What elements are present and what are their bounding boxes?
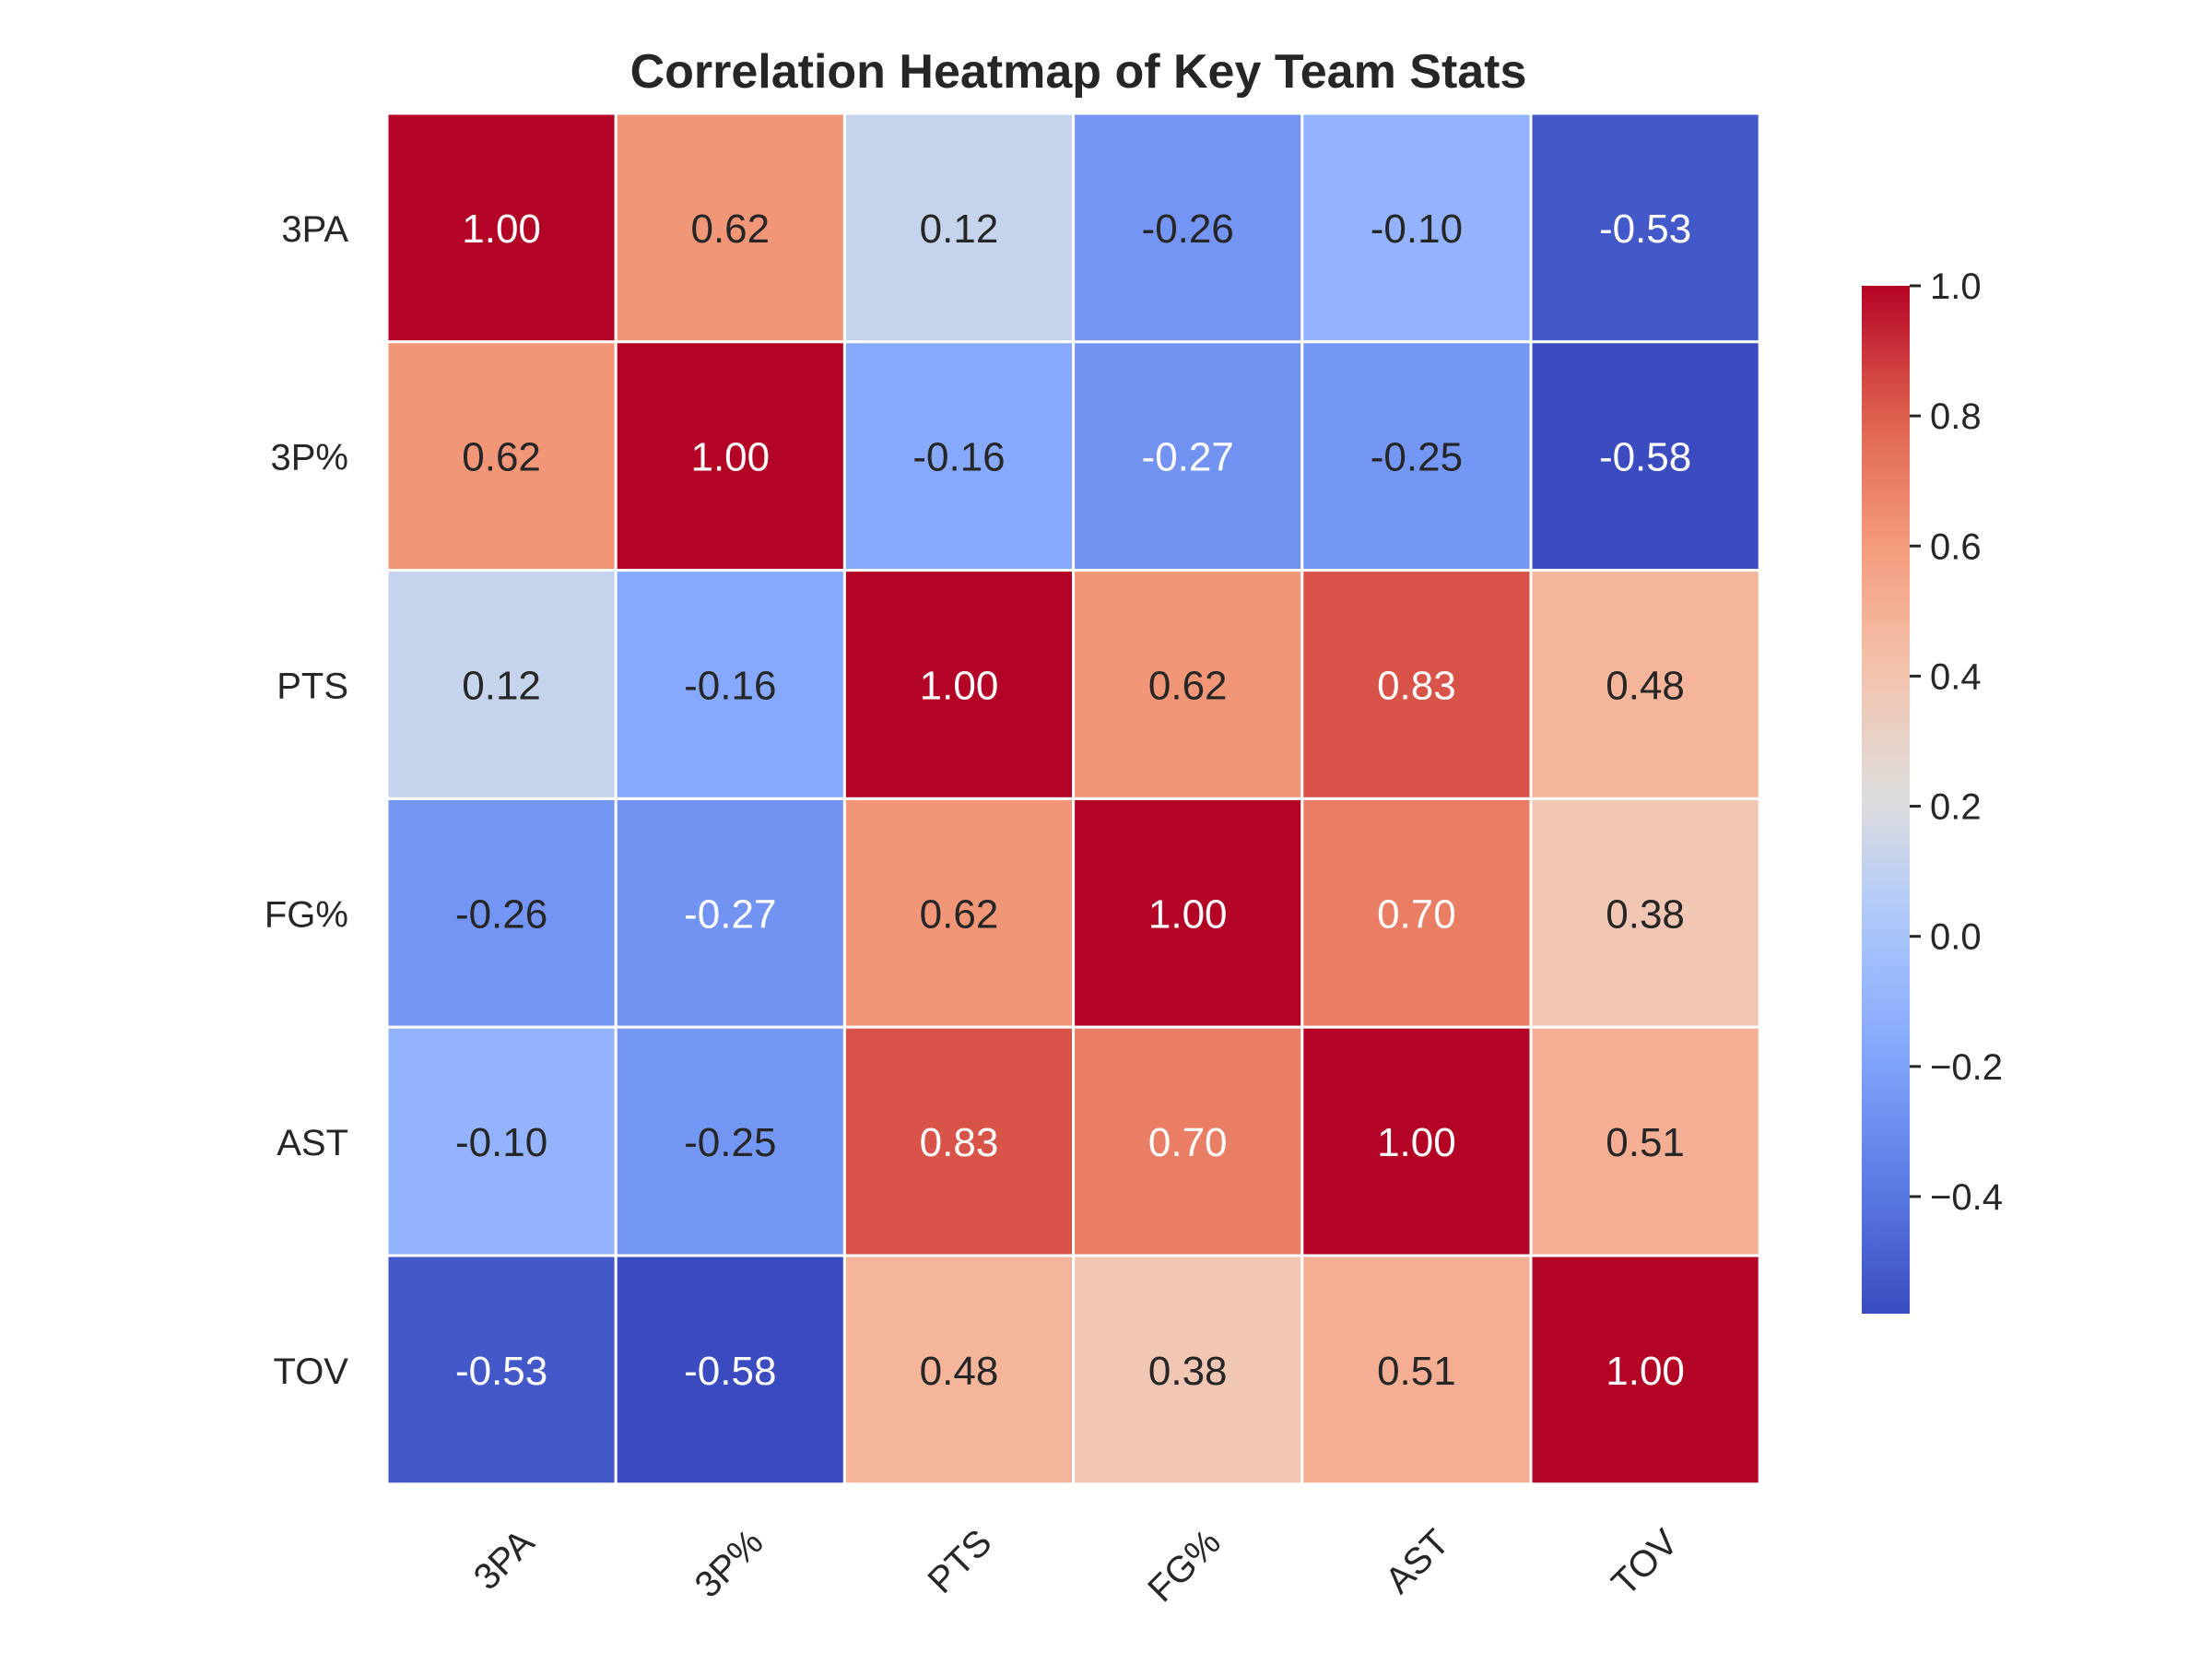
heatmap-cell — [1529, 340, 1761, 572]
heatmap-cell — [1529, 569, 1761, 800]
heatmap-annotations: 1.00 0.62 0.12 -0.26 -0.10 -0.53 0.62 1.00 -0.16… — [455, 207, 1691, 1394]
colorbar-tick-label: 1.0 — [1930, 266, 1982, 307]
cell-annotation: 1.00 — [1148, 891, 1228, 937]
heatmap-cell — [1300, 1254, 1533, 1486]
chart-title: Correlation Heatmap of Key Team Stats — [630, 45, 1527, 99]
heatmap-cell — [842, 1254, 1076, 1486]
heatmap-cell — [1072, 569, 1304, 800]
cell-annotation: -0.16 — [684, 664, 776, 709]
cell-annotation: -0.16 — [912, 435, 1005, 480]
heatmap-cell — [842, 569, 1076, 800]
heatmap-cell — [385, 797, 618, 1029]
cell-annotation: 0.70 — [1377, 891, 1456, 937]
cell-annotation: -0.25 — [1371, 435, 1463, 480]
cell-annotation: 0.38 — [1148, 1349, 1228, 1394]
colorbar-tick-label: 0.2 — [1930, 787, 1982, 828]
cell-annotation: -0.10 — [1371, 207, 1463, 252]
cell-annotation: -0.25 — [684, 1120, 776, 1165]
row-tick-label: AST — [276, 1123, 348, 1163]
row-tick-label: TOV — [273, 1351, 348, 1392]
cell-annotation: 0.62 — [690, 207, 770, 252]
heatmap-cell — [385, 340, 618, 572]
heatmap-cell — [1072, 340, 1304, 572]
colorbar-gradient — [1862, 286, 1910, 1314]
heatmap-cell — [1300, 569, 1533, 800]
cell-annotation: -0.26 — [455, 891, 547, 937]
heatmap-cell — [614, 797, 846, 1029]
heatmap-cell — [1529, 1025, 1761, 1257]
row-tick-label: 3P% — [271, 438, 349, 478]
cell-annotation: 0.51 — [1606, 1120, 1685, 1165]
cell-annotation: 0.48 — [920, 1349, 999, 1394]
colorbar-tick-label: 0.8 — [1930, 396, 1982, 437]
heatmap-cell — [842, 797, 1076, 1029]
cell-annotation: 0.83 — [1377, 664, 1456, 709]
cell-annotation: 1.00 — [1606, 1349, 1685, 1394]
colorbar-tick-label: 0.4 — [1930, 656, 1982, 697]
cell-annotation: -0.26 — [1142, 207, 1234, 252]
heatmap-cell — [614, 569, 846, 800]
colorbar-tick-label: 0.6 — [1930, 526, 1982, 567]
cell-annotation: 1.00 — [1377, 1120, 1456, 1165]
row-tick-label: 3PA — [281, 209, 348, 250]
colorbar-tick-label: 0.0 — [1930, 917, 1982, 958]
heatmap-cell — [842, 112, 1076, 344]
colorbar-tick-label: −0.4 — [1930, 1177, 2003, 1218]
heatmap-cell — [1300, 1025, 1533, 1257]
heatmap-cell — [614, 112, 846, 344]
cell-annotation: 1.00 — [690, 435, 770, 480]
cell-annotation: 1.00 — [462, 207, 541, 252]
cell-annotation: 0.83 — [920, 1120, 999, 1165]
heatmap-cell — [385, 1025, 618, 1257]
cell-annotation: 0.51 — [1377, 1349, 1456, 1394]
cell-annotation: -0.58 — [1599, 435, 1691, 480]
heatmap-cell — [1072, 797, 1304, 1029]
cell-annotation: 0.38 — [1606, 891, 1685, 937]
heatmap-cell — [1529, 1254, 1761, 1486]
heatmap-cell — [614, 1025, 846, 1257]
heatmap-cell — [842, 340, 1076, 572]
heatmap-cell — [385, 112, 618, 344]
row-labels: 3PA 3P% PTS FG% AST TOV — [265, 209, 348, 1392]
cell-annotation: -0.27 — [1142, 435, 1234, 480]
cell-annotation: 0.48 — [1606, 664, 1685, 709]
cell-annotation: -0.27 — [684, 891, 776, 937]
cell-annotation: 0.12 — [462, 664, 541, 709]
cell-annotation: -0.53 — [1599, 207, 1691, 252]
heatmap-cell — [1529, 797, 1761, 1029]
row-tick-label: FG% — [265, 894, 348, 935]
cell-annotation: 0.70 — [1148, 1120, 1228, 1165]
cell-annotation: 0.62 — [462, 435, 541, 480]
cell-annotation: 0.12 — [920, 207, 999, 252]
heatmap-cell — [385, 569, 618, 800]
cell-annotation: -0.53 — [455, 1349, 547, 1394]
heatmap-cell — [614, 340, 846, 572]
heatmap-cell — [1300, 797, 1533, 1029]
cell-annotation: 0.62 — [1148, 664, 1228, 709]
row-tick-label: PTS — [276, 667, 348, 707]
cell-annotation: 0.62 — [920, 891, 999, 937]
cell-annotation: -0.58 — [684, 1349, 776, 1394]
heatmap-cells — [385, 112, 1761, 1486]
cell-annotation: -0.10 — [455, 1120, 547, 1165]
colorbar: 1.0 0.8 0.6 0.4 0.2 0.0 −0.2 −0.4 — [1862, 266, 2003, 1314]
cell-annotation: 1.00 — [920, 664, 999, 709]
heatmap-cell — [385, 1254, 618, 1486]
colorbar-tick-label: −0.2 — [1930, 1047, 2003, 1088]
